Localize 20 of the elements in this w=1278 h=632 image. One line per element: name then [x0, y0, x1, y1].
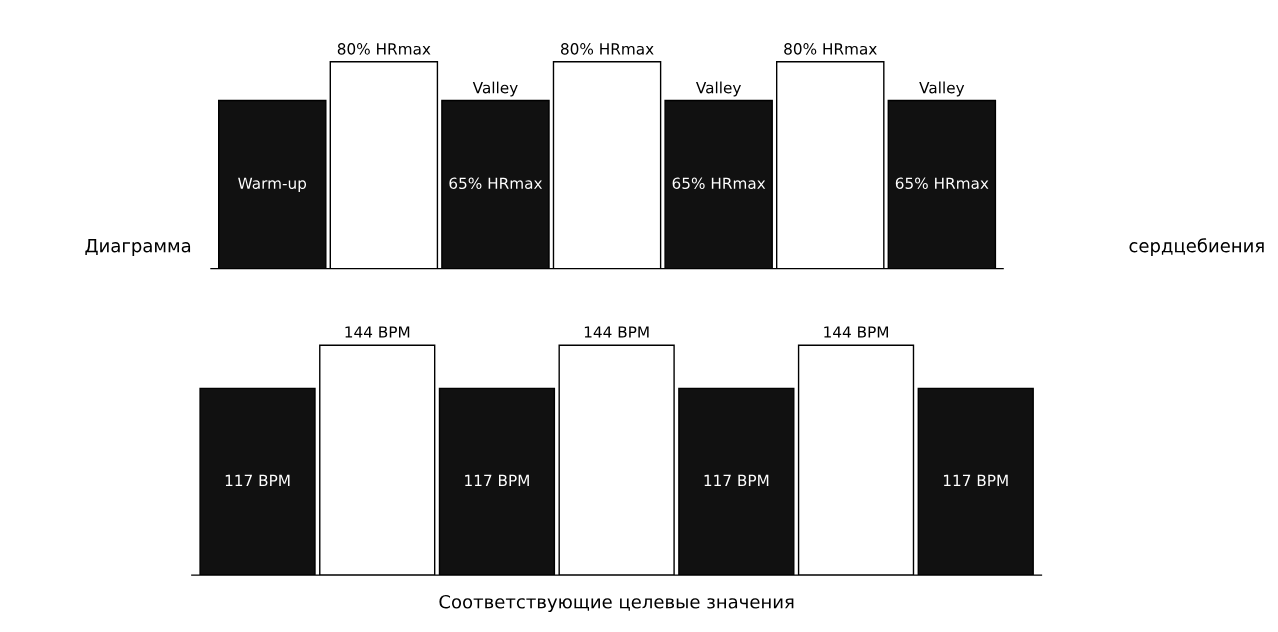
x-tick-label: Valley: [472, 81, 518, 97]
data-label: 117 BPM: [225, 474, 290, 486]
data-label: 144 BPM: [345, 326, 410, 338]
data-label: 80% HRmax: [784, 43, 877, 55]
y2-axis-title: сердцебиения: [1129, 238, 1264, 256]
y-axis-title: Диаграмма: [85, 239, 191, 256]
data-label: 117 BPM: [704, 474, 769, 486]
data-label: 65% HRmax: [672, 177, 766, 190]
data-label: Warm-up: [238, 177, 307, 192]
data-label: 65% HRmax: [449, 177, 543, 190]
data-label: 117 BPM: [465, 474, 529, 486]
data-label: 80% HRmax: [337, 43, 431, 55]
data-label: 117 BPM: [943, 474, 1008, 486]
x-axis-title: Соответствующие целевые значения: [439, 594, 794, 613]
data-label: 144 BPM: [584, 326, 649, 338]
data-label: 80% HRmax: [560, 43, 654, 55]
data-label: 144 BPM: [824, 326, 888, 338]
x-tick-label: Valley: [695, 81, 741, 97]
data-label: 65% HRmax: [895, 177, 989, 190]
x-tick-label: Valley: [919, 81, 965, 97]
